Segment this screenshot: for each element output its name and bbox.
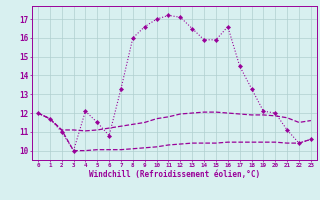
- X-axis label: Windchill (Refroidissement éolien,°C): Windchill (Refroidissement éolien,°C): [89, 170, 260, 179]
